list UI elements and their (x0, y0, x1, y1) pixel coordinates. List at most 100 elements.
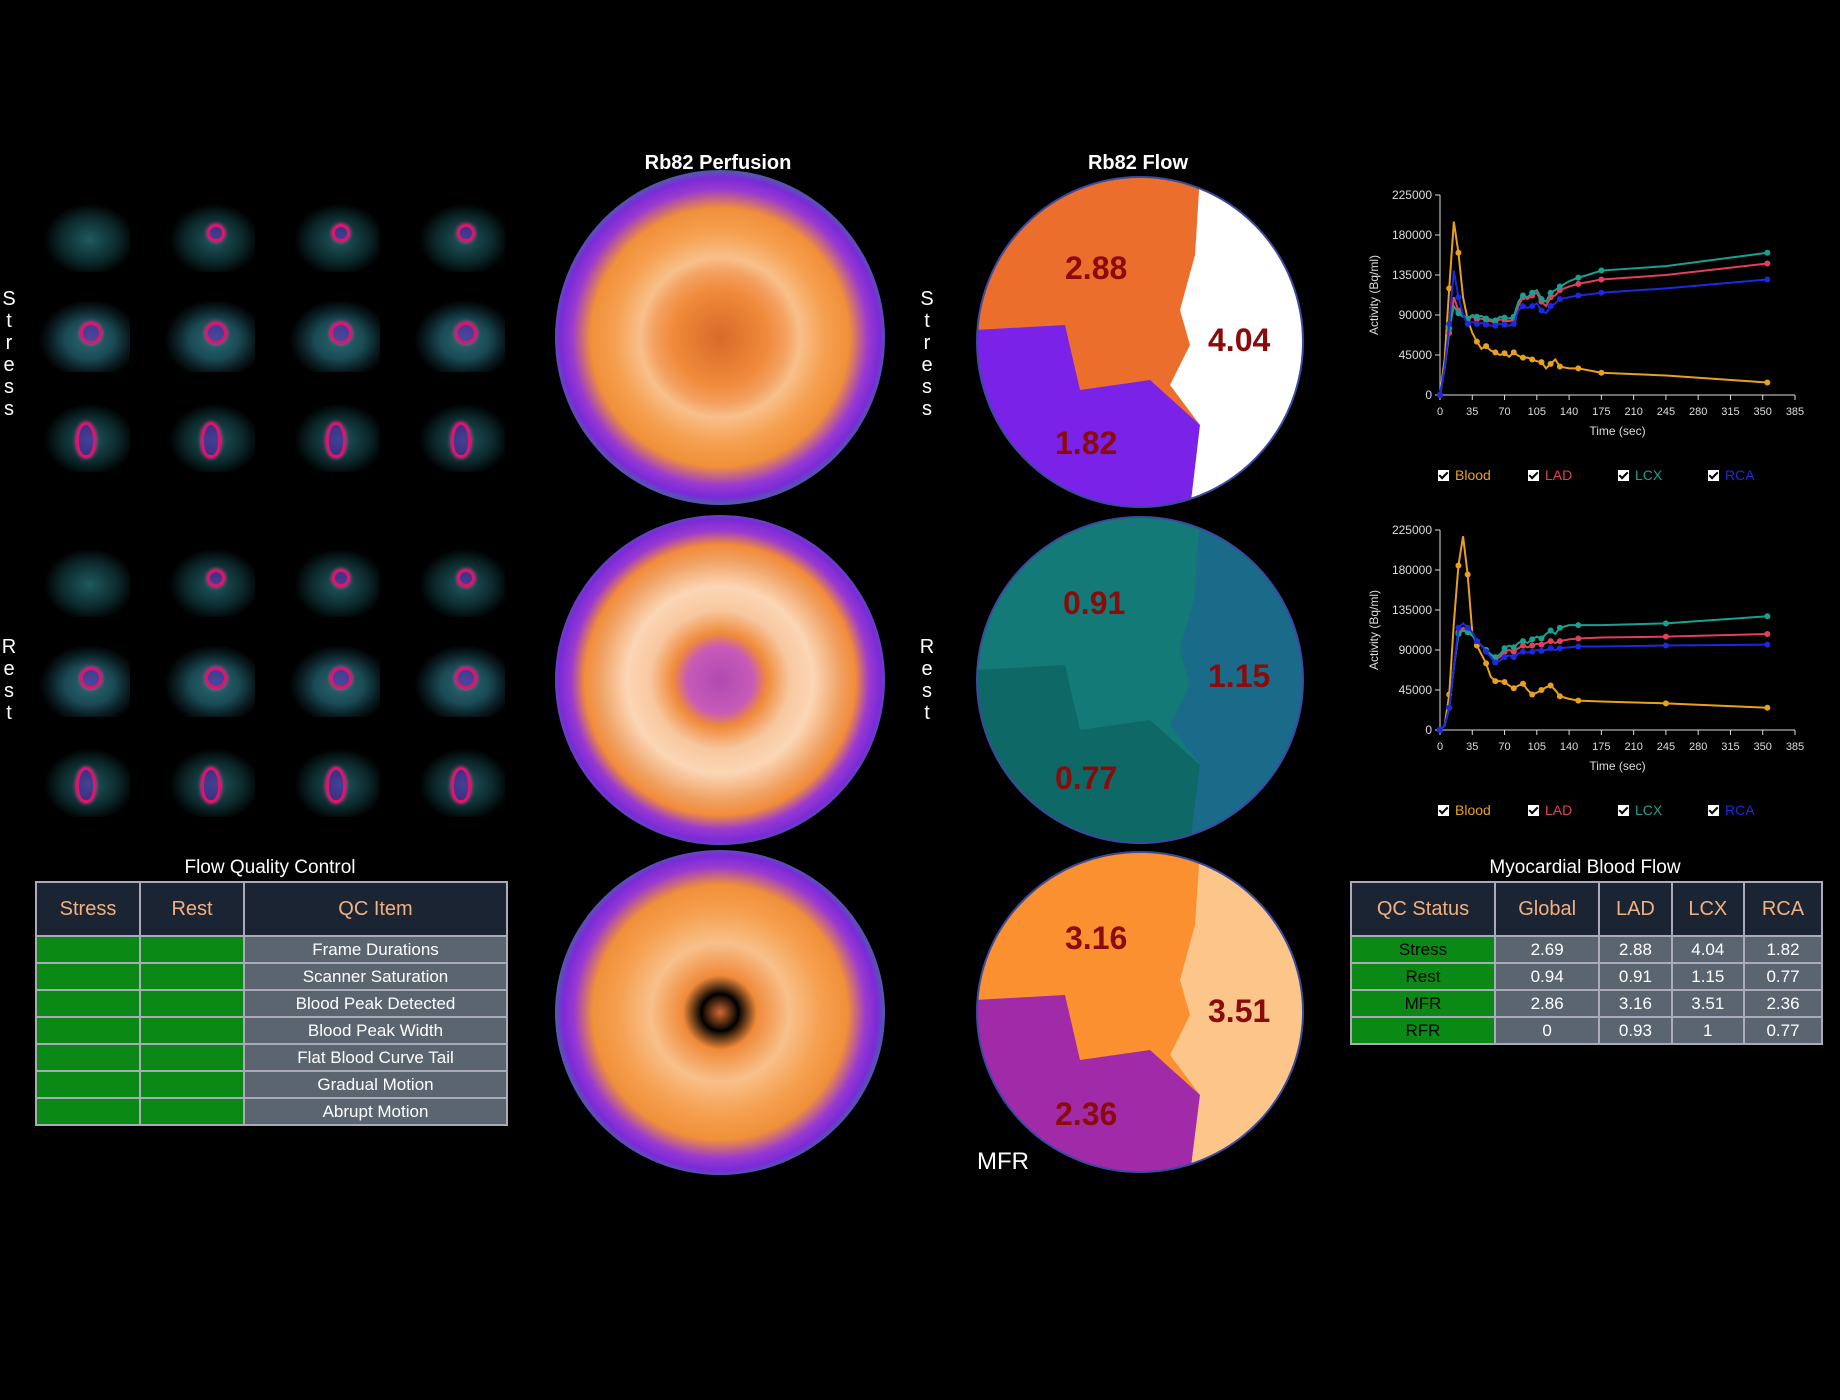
stress-chart-legend: Blood LAD LCX RCA (1438, 467, 1798, 483)
slice-tile[interactable] (290, 745, 380, 817)
data-point (1529, 303, 1536, 310)
data-point (1501, 679, 1508, 685)
data-point (1764, 613, 1771, 620)
slice-image-grid[interactable] (40, 200, 510, 820)
mfr-rca-value: 2.36 (1055, 1096, 1118, 1132)
legend-item-lcx[interactable]: LCX (1618, 467, 1708, 483)
x-tick-label: 385 (1786, 741, 1804, 753)
data-point (1662, 642, 1669, 649)
myocardium-ring (455, 322, 477, 344)
data-point (1662, 700, 1669, 707)
checkbox-icon[interactable] (1438, 804, 1449, 816)
x-axis-label: Time (sec) (1589, 424, 1645, 438)
legend-item-lad[interactable]: LAD (1528, 467, 1618, 483)
slice-tile[interactable] (165, 545, 255, 617)
slice-tile[interactable] (40, 545, 130, 617)
y-tick-label: 0 (1425, 723, 1432, 737)
data-point (1575, 622, 1582, 629)
legend-item-rca[interactable]: RCA (1708, 802, 1798, 818)
flow-title: Rb82 Flow (1087, 152, 1188, 174)
data-point (1492, 678, 1499, 685)
qc-header-rest: Rest (139, 881, 245, 937)
stress-activity-chart[interactable]: 0 45000 90000 135000 180000 225000 0 35 70 105 140… (1345, 180, 1825, 450)
data-point (1538, 687, 1545, 693)
myocardium-ring (76, 422, 96, 458)
slice-tile[interactable] (165, 645, 255, 717)
qc-rest-status (139, 1070, 245, 1099)
qc-row: Gradual Motion (35, 1070, 508, 1099)
slice-tile[interactable] (290, 645, 380, 717)
slice-tile[interactable] (165, 400, 255, 472)
qc-stress-status (35, 989, 141, 1018)
legend-item-lcx[interactable]: LCX (1618, 802, 1708, 818)
checkbox-icon[interactable] (1618, 804, 1629, 816)
data-point (1455, 562, 1462, 569)
rest-activity-chart[interactable]: 0 45000 90000 135000 180000 225000 0 35 70 105 140… (1345, 515, 1825, 785)
data-point (1547, 638, 1554, 645)
qc-item-label: Flat Blood Curve Tail (243, 1043, 508, 1072)
stress-perfusion-polar-map[interactable] (555, 170, 885, 505)
checkbox-icon[interactable] (1708, 804, 1719, 816)
perfusion-title: Rb82 Perfusion (644, 152, 792, 174)
mbf-value-cell: 3.51 (1670, 989, 1745, 1018)
myocardium-ring (457, 224, 475, 242)
y-axis-label: Activity (Bq/ml) (1367, 255, 1381, 335)
slice-tile[interactable] (40, 400, 130, 472)
rest-flow-polar-map[interactable] (975, 515, 1305, 845)
mfr-perfusion-polar-map[interactable] (555, 850, 885, 1175)
data-point (1510, 654, 1517, 661)
slice-tile[interactable] (165, 745, 255, 817)
slice-tile[interactable] (415, 645, 505, 717)
slice-tile[interactable] (290, 545, 380, 617)
x-tick-label: 35 (1466, 406, 1478, 418)
slice-tile[interactable] (40, 645, 130, 717)
slice-tile[interactable] (290, 300, 380, 372)
x-tick-label: 350 (1754, 406, 1772, 418)
rest-perfusion-polar-map[interactable] (555, 515, 885, 845)
legend-item-blood[interactable]: Blood (1438, 467, 1528, 483)
qc-row: Blood Peak Width (35, 1016, 508, 1045)
checkbox-icon[interactable] (1618, 469, 1629, 481)
slice-tile[interactable] (415, 200, 505, 272)
data-point (1483, 660, 1490, 667)
qc-row: Blood Peak Detected (35, 989, 508, 1018)
data-point (1575, 635, 1582, 642)
qc-stress-status (35, 1097, 141, 1126)
mbf-value-cell: 2.88 (1598, 935, 1673, 964)
slice-tile[interactable] (165, 300, 255, 372)
slice-tile[interactable] (290, 400, 380, 472)
mfr-flow-polar-map[interactable] (975, 850, 1305, 1175)
slice-tile[interactable] (165, 200, 255, 272)
myocardium-ring (80, 322, 102, 344)
x-tick-label: 70 (1498, 406, 1510, 418)
legend-label: RCA (1725, 802, 1755, 818)
slice-tile[interactable] (40, 745, 130, 817)
data-point (1556, 693, 1563, 700)
slice-tile[interactable] (40, 300, 130, 372)
data-point (1529, 691, 1536, 698)
legend-item-lad[interactable]: LAD (1528, 802, 1618, 818)
checkbox-icon[interactable] (1528, 804, 1539, 816)
slice-tile[interactable] (415, 400, 505, 472)
slice-tile[interactable] (415, 545, 505, 617)
slice-tile[interactable] (40, 200, 130, 272)
checkbox-icon[interactable] (1708, 469, 1719, 481)
flow-qc-table: Stress Rest QC Item Frame Durations Scann… (35, 881, 508, 1126)
mbf-header-lad: LAD (1598, 881, 1673, 937)
slice-tile[interactable] (290, 200, 380, 272)
data-point (1519, 303, 1526, 310)
stress-flow-polar-map[interactable] (975, 175, 1305, 510)
slice-tile[interactable] (415, 300, 505, 372)
data-point (1446, 320, 1453, 327)
data-point (1446, 704, 1453, 711)
legend-item-blood[interactable]: Blood (1438, 802, 1528, 818)
checkbox-icon[interactable] (1528, 469, 1539, 481)
x-tick-label: 245 (1657, 741, 1675, 753)
slice-tile[interactable] (415, 745, 505, 817)
checkbox-icon[interactable] (1438, 469, 1449, 481)
mbf-value-cell: 0.91 (1598, 962, 1673, 991)
myocardium-ring (332, 224, 350, 242)
mbf-header-global: Global (1493, 881, 1601, 937)
mbf-row: Stress 2.69 2.88 4.04 1.82 (1350, 935, 1824, 964)
legend-item-rca[interactable]: RCA (1708, 467, 1798, 483)
